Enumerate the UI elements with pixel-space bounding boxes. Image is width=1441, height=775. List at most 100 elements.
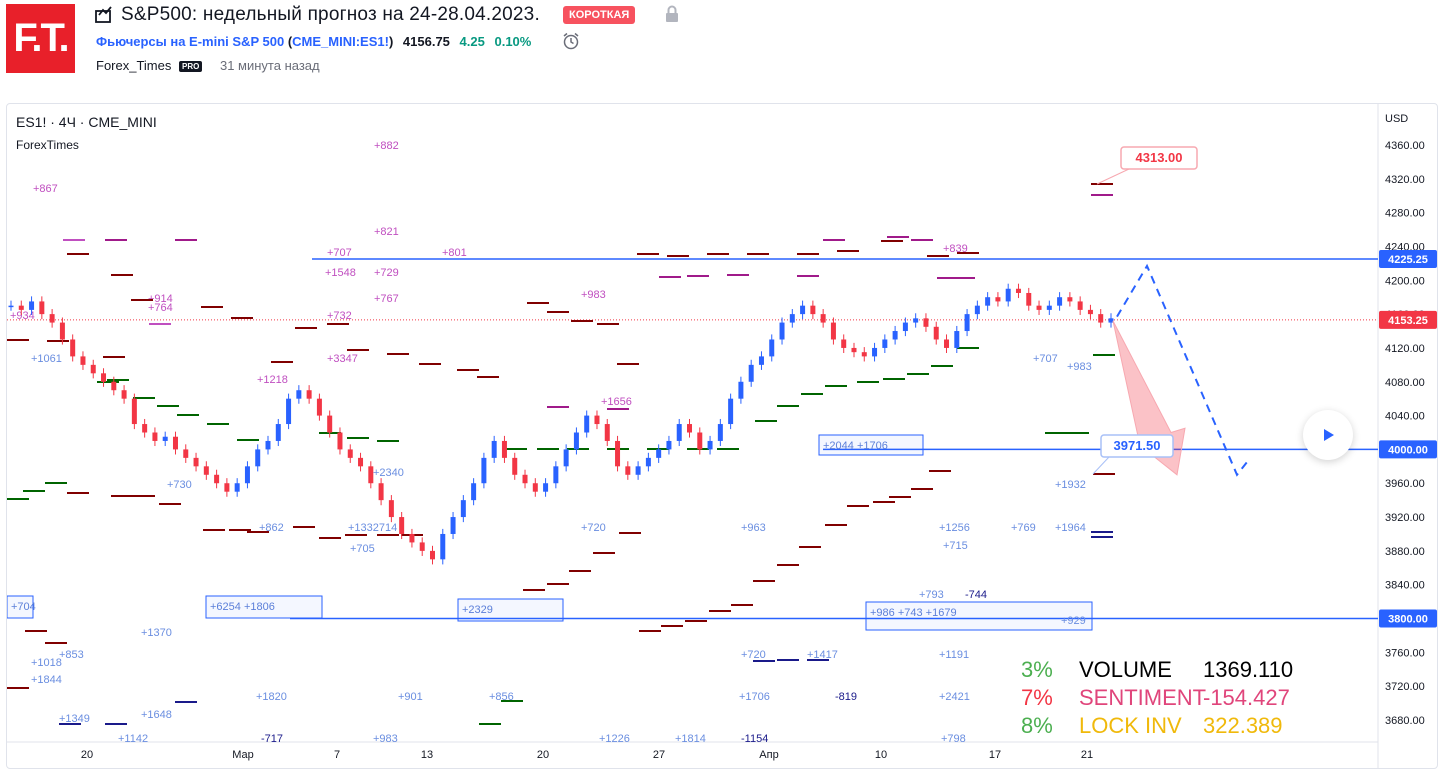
candle-body (275, 424, 281, 441)
candle-body (172, 436, 178, 450)
price-axis-label: 4040.00 (1385, 411, 1425, 423)
candle-body (440, 533, 446, 560)
indicator-label: -744 (965, 589, 987, 601)
symbol-code-link[interactable]: CME_MINI:ES1! (292, 34, 389, 49)
forecast-path (1116, 263, 1248, 477)
candle-body (286, 398, 292, 425)
candle-body (244, 466, 250, 484)
candle-body (841, 339, 847, 348)
indicator-label: +705 (350, 543, 375, 555)
callout-pointer (1092, 456, 1110, 475)
candle-body (1067, 297, 1073, 302)
candle-body (625, 466, 631, 475)
indicator-label: +720 (741, 649, 766, 661)
candle-body (1077, 301, 1083, 310)
candle-body (162, 436, 168, 441)
price-tag-label: 4225.25 (1388, 254, 1428, 266)
indicator-label: +729 (374, 267, 399, 279)
indicator-label: +1964 (1055, 522, 1086, 534)
price-tag (1379, 249, 1437, 268)
stat-name: VOLUME (1079, 657, 1172, 682)
volume-box-label: +6254 +1806 (210, 601, 275, 613)
candle-body (676, 424, 682, 441)
candle-body (512, 457, 518, 475)
indicator-label: +707 (327, 247, 352, 259)
indicator-label: +821 (374, 226, 399, 238)
last-price: 4156.75 (402, 34, 450, 49)
candle-body (70, 339, 76, 357)
volume-box (865, 601, 1093, 631)
candle-body (101, 373, 107, 382)
stat-name: SENTIMENT (1079, 685, 1207, 710)
candle-body (1087, 309, 1093, 315)
author-name[interactable]: Forex_Times (96, 58, 172, 73)
clock-icon[interactable] (561, 31, 581, 51)
indicator-label: +793 (919, 589, 944, 601)
candle-body (810, 305, 816, 315)
candle-body (789, 314, 795, 323)
candle-body (152, 432, 158, 441)
candle-body (882, 339, 888, 348)
author-logo[interactable]: F.T. (6, 4, 75, 73)
price-axis-label: 3880.00 (1385, 546, 1425, 558)
candle-body (584, 415, 590, 433)
idea-header: F.T. S&P500: недельный прогноз на 24-28.… (0, 0, 1441, 100)
candle-body (460, 500, 466, 518)
candle-body (543, 483, 549, 492)
candle-body (944, 339, 950, 348)
play-button[interactable] (1303, 410, 1353, 460)
indicator-label: +1218 (257, 374, 288, 386)
indicator-label: +1018 (31, 657, 62, 669)
candle-body (872, 347, 878, 357)
candle-body (553, 466, 559, 484)
stat-row-lock-inv: 8% LOCK INV 322.389 (1021, 712, 1293, 740)
candle-body (183, 449, 189, 458)
chart-symbol-info: ES1! · 4Ч · CME_MINI (16, 114, 157, 130)
candle-body (121, 390, 127, 399)
candle-body (501, 440, 507, 458)
candle-body (738, 381, 744, 399)
candle-body (985, 297, 991, 306)
price-axis-label: 4280.00 (1385, 208, 1425, 220)
candle-body (1015, 288, 1021, 293)
candle-body (1026, 292, 1032, 306)
candle-body (615, 440, 621, 467)
candle-body (409, 533, 415, 543)
candle-body (296, 390, 302, 399)
candle-body (450, 517, 456, 534)
indicator-label: +1648 (141, 709, 172, 721)
indicator-label: +769 (1011, 522, 1036, 534)
candle-body (800, 305, 806, 315)
candle-body (923, 318, 929, 327)
price-axis-label: 4320.00 (1385, 174, 1425, 186)
time-axis-label: 20 (81, 749, 93, 761)
indicator-label: +767 (374, 293, 399, 305)
paren-open: ( (287, 34, 293, 49)
price-chart[interactable]: USD4360.004320.004280.004240.004200.0041… (7, 104, 1438, 769)
candle-body (769, 339, 775, 357)
candle-body (255, 449, 261, 467)
candle-body (687, 424, 693, 433)
candle-body (604, 424, 610, 441)
candle-body (193, 457, 199, 467)
symbol-name-link[interactable]: Фьючерсы на E-mini S&P 500 (96, 34, 285, 49)
short-badge: КОРОТКАЯ (563, 6, 636, 24)
candle-body (532, 483, 538, 492)
candle-body (697, 432, 703, 450)
time-axis-label: 13 (421, 749, 433, 761)
indicator-label: +1417 (807, 649, 838, 661)
candle-body (471, 483, 477, 501)
price-tag (1379, 310, 1437, 329)
published-time: 31 минута назад (219, 58, 320, 73)
time-axis-label: Апр (759, 749, 778, 761)
volume-box (457, 598, 564, 622)
indicator-label: +901 (398, 691, 423, 703)
idea-title: S&P500: недельный прогноз на 24-28.04.20… (121, 4, 540, 25)
candle-body (728, 398, 734, 425)
price-axis-label: 4120.00 (1385, 343, 1425, 355)
symbol-line: Фьючерсы на E-mini S&P 500 (CME_MINI:ES1… (96, 34, 531, 49)
candle-body (933, 326, 939, 340)
chart-area[interactable]: USD 4360.00 4320.00 4280.00 4240.00 4200.00 41… (6, 103, 1438, 769)
candle-body (142, 424, 148, 433)
volume-box (205, 595, 323, 619)
